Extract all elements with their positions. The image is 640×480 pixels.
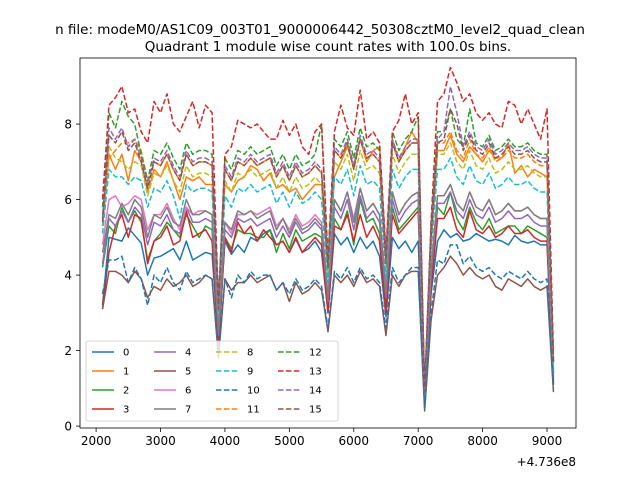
legend-label-14: 14 — [309, 386, 322, 397]
x-tick-label: 6000 — [338, 434, 369, 448]
legend-label-7: 7 — [185, 405, 191, 416]
legend-label-6: 6 — [185, 386, 191, 397]
y-tick-label: 6 — [64, 193, 72, 207]
series-line-4 — [101, 191, 555, 399]
legend-label-4: 4 — [185, 348, 191, 359]
y-tick-label: 0 — [64, 420, 72, 434]
legend-label-3: 3 — [123, 405, 129, 416]
y-tick-label: 4 — [64, 269, 72, 283]
series-line-7 — [101, 183, 555, 397]
chart-title: Quadrant 1 module wise count rates with … — [145, 39, 511, 55]
x-tick-label: 7000 — [403, 434, 434, 448]
x-tick-label: 8000 — [467, 434, 498, 448]
series-line-13 — [101, 66, 555, 390]
legend-label-11: 11 — [247, 405, 260, 416]
x-tick-label: 3000 — [145, 434, 176, 448]
series-line-3 — [101, 206, 555, 405]
x-tick-label: 2000 — [81, 434, 112, 448]
legend-label-10: 10 — [247, 386, 260, 397]
plot-area — [79, 57, 577, 429]
y-tick-label: 8 — [64, 118, 72, 132]
axes-frame — [79, 57, 577, 429]
legend-label-2: 2 — [123, 386, 129, 397]
legend-label-0: 0 — [123, 348, 129, 359]
x-tick-label: 5000 — [274, 434, 305, 448]
series-line-9 — [101, 157, 555, 397]
series-line-10 — [101, 244, 555, 408]
legend-label-9: 9 — [247, 367, 253, 378]
legend-label-12: 12 — [309, 348, 322, 359]
y-axis: 0 2 4 6 8 — [64, 118, 80, 434]
series-line-15 — [101, 108, 555, 393]
legend-box — [85, 340, 339, 422]
x-axis-offset-label: +4.736e8 — [517, 455, 576, 469]
x-axis: 2000 3000 4000 5000 6000 7000 8000 9000 — [81, 428, 562, 448]
series-line-5 — [101, 255, 555, 412]
figure-suptitle: n file: modeM0/AS1C09_003T01_9000006442_… — [55, 22, 585, 38]
legend-label-13: 13 — [309, 367, 322, 378]
series-line-14 — [101, 85, 555, 393]
x-tick-label: 9000 — [532, 434, 563, 448]
y-tick-label: 2 — [64, 344, 72, 358]
legend-label-15: 15 — [309, 405, 322, 416]
series-layer — [101, 66, 555, 412]
legend-label-1: 1 — [123, 367, 129, 378]
legend-label-5: 5 — [185, 367, 191, 378]
legend-label-8: 8 — [247, 348, 253, 359]
x-tick-label: 4000 — [210, 434, 241, 448]
